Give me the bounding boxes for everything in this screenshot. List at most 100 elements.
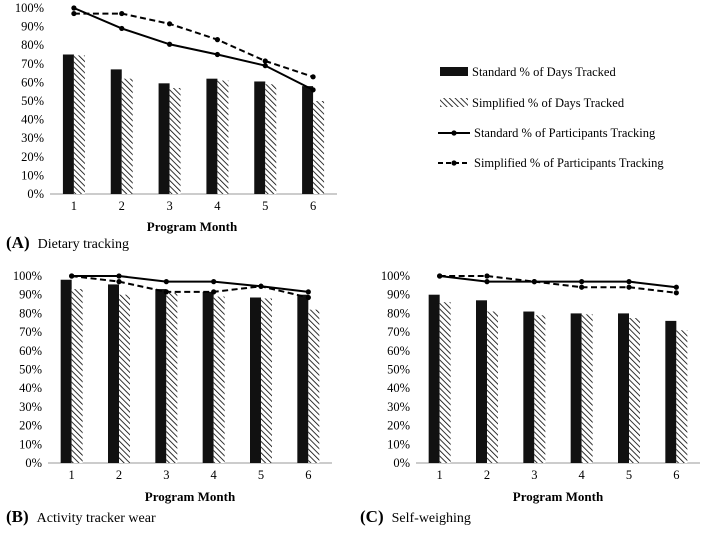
x-tick-label-activity: 3 <box>163 468 169 482</box>
bar-standard-days-weighing <box>523 311 535 463</box>
point-standard-participants-weighing <box>579 279 585 285</box>
x-tick-label-dietary: 6 <box>310 199 316 213</box>
point-simplified-participants-weighing <box>484 273 490 279</box>
bar-standard-days-activity <box>250 297 261 463</box>
panel-dietary-tracking: 0%10%20%30%40%50%60%70%80%90%100%1 2 3 4 5 6 … <box>6 1 337 252</box>
line-standard-participants-weighing <box>439 275 677 289</box>
point-standard-participants-dietary <box>214 51 221 58</box>
y-tick-label-dietary: 50% <box>21 94 44 108</box>
panel-caption-weighing: (C) Self-weighing <box>360 507 471 526</box>
y-tick-label-dietary: 70% <box>21 57 44 71</box>
line-standard-participants-activity <box>71 275 309 293</box>
point-simplified-participants-weighing <box>673 290 679 296</box>
y-tick-label-dietary: 60% <box>21 75 44 89</box>
y-tick-label-weighing: 80% <box>387 306 410 320</box>
legend-marker-solid <box>451 130 457 136</box>
x-tick-label-activity: 1 <box>69 468 75 482</box>
point-simplified-participants-dietary <box>71 10 77 17</box>
x-tick-label-weighing: 3 <box>531 468 537 482</box>
point-simplified-participants-weighing <box>626 284 632 290</box>
bar-simplified-days-activity <box>308 309 320 463</box>
panel-letter-c: (C) <box>360 507 384 526</box>
y-tick-label-dietary: 20% <box>21 150 44 164</box>
x-tick-label-activity: 2 <box>116 468 122 482</box>
point-standard-participants-activity <box>116 273 122 279</box>
point-simplified-participants-dietary <box>310 74 316 80</box>
bar-standard-days-dietary <box>302 86 314 194</box>
y-tick-label-weighing: 60% <box>387 344 410 358</box>
panel-title-activity: Activity tracker wear <box>37 511 156 526</box>
point-simplified-participants-weighing <box>579 284 585 290</box>
point-simplified-participants-activity <box>163 289 169 295</box>
panel-self-weighing: 0%10%20%30%40%50%60%70%80%90%100%1 2 3 4 5 6 … <box>360 269 700 526</box>
point-standard-participants-weighing <box>531 279 537 285</box>
line-simplified-participants-weighing <box>439 275 677 294</box>
y-tick-label-weighing: 100% <box>381 269 410 283</box>
point-standard-participants-dietary <box>166 41 173 47</box>
legend-label-simplified-participants: Simplified % of Participants Tracking <box>474 156 664 170</box>
bar-simplified-days-activity <box>71 289 83 463</box>
bar-standard-days-weighing <box>665 320 677 463</box>
point-simplified-participants-dietary <box>166 21 173 27</box>
x-tick-label-activity: 5 <box>258 468 264 482</box>
point-standard-participants-weighing <box>626 279 632 285</box>
bar-standard-days-activity <box>60 279 72 463</box>
legend-label-simplified-days: Simplified % of Days Tracked <box>472 96 625 110</box>
point-standard-participants-activity <box>69 273 75 279</box>
point-simplified-participants-activity <box>211 289 217 295</box>
bar-standard-days-activity <box>202 291 214 463</box>
panel-title-dietary: Dietary tracking <box>38 237 129 252</box>
point-standard-participants-dietary <box>310 87 316 93</box>
bar-standard-days-dietary <box>206 78 218 194</box>
y-tick-label-dietary: 40% <box>21 113 44 127</box>
line-simplified-participants-activity <box>71 275 309 299</box>
bar-simplified-days-activity <box>261 298 272 463</box>
y-tick-label-weighing: 20% <box>387 419 410 433</box>
panel-caption-dietary: (A) Dietary tracking <box>6 233 129 252</box>
y-tick-label-activity: 100% <box>13 269 42 283</box>
legend-item-simplified-days: Simplified % of Days Tracked <box>440 96 625 110</box>
plot-area-weighing: 0% 10% 20% 30% 40% 50% 60% 70% 80% 90% 100% 1 2 3 4 5 6 <box>381 269 700 482</box>
x-tick-label-weighing: 1 <box>437 468 443 482</box>
point-standard-participants-activity <box>211 279 217 285</box>
bar-simplified-days-dietary <box>313 101 325 194</box>
bar-simplified-days-weighing <box>581 314 593 463</box>
plot-area-dietary: 0% 10% 20% 30% 40% 50% 60% 70% 80% 90% 100% 1 2 3 4 5 6 <box>15 1 337 213</box>
legend-swatch-hatched-bar <box>440 98 468 107</box>
y-tick-label-weighing: 10% <box>387 437 410 451</box>
x-tick-label-dietary: 4 <box>214 199 221 213</box>
bar-standard-days-weighing <box>570 313 582 463</box>
bar-simplified-days-weighing <box>629 318 640 463</box>
y-tick-label-activity: 80% <box>19 306 42 320</box>
panel-title-weighing: Self-weighing <box>392 511 471 526</box>
bar-simplified-days-weighing <box>487 311 498 463</box>
x-tick-label-dietary: 1 <box>71 199 77 213</box>
bar-simplified-days-activity <box>119 294 130 463</box>
point-simplified-participants-activity <box>305 294 311 301</box>
point-simplified-participants-dietary <box>262 58 268 64</box>
x-tick-label-dietary: 2 <box>119 199 125 213</box>
x-tick-label-weighing: 4 <box>579 468 586 482</box>
panel-letter-b: (B) <box>6 507 29 526</box>
bar-standard-days-activity <box>155 289 167 463</box>
line-simplified-participants-dietary <box>73 12 314 78</box>
legend-swatch-solid-bar <box>440 67 468 76</box>
x-tick-label-weighing: 2 <box>484 468 490 482</box>
panel-letter-a: (A) <box>6 233 30 252</box>
x-axis-label-dietary: Program Month <box>147 219 238 234</box>
plot-area-activity: 0% 10% 20% 30% 40% 50% 60% 70% 80% 90% 100% 1 2 3 4 5 6 <box>13 269 332 482</box>
bar-standard-days-weighing <box>428 294 440 463</box>
legend-item-simplified-participants: Simplified % of Participants Tracking <box>438 156 664 170</box>
y-tick-label-activity: 70% <box>19 325 42 339</box>
point-standard-participants-activity <box>305 289 311 295</box>
point-simplified-participants-activity <box>116 279 122 285</box>
y-tick-label-weighing: 50% <box>387 363 410 377</box>
point-standard-participants-dietary <box>262 63 268 69</box>
y-tick-label-weighing: 40% <box>387 381 410 395</box>
legend-item-standard-participants: Standard % of Participants Tracking <box>438 126 656 140</box>
legend-label-standard-participants: Standard % of Participants Tracking <box>474 126 656 140</box>
bar-simplified-days-weighing <box>534 315 546 463</box>
bar-simplified-days-activity <box>166 292 178 463</box>
y-tick-label-activity: 20% <box>19 419 42 433</box>
